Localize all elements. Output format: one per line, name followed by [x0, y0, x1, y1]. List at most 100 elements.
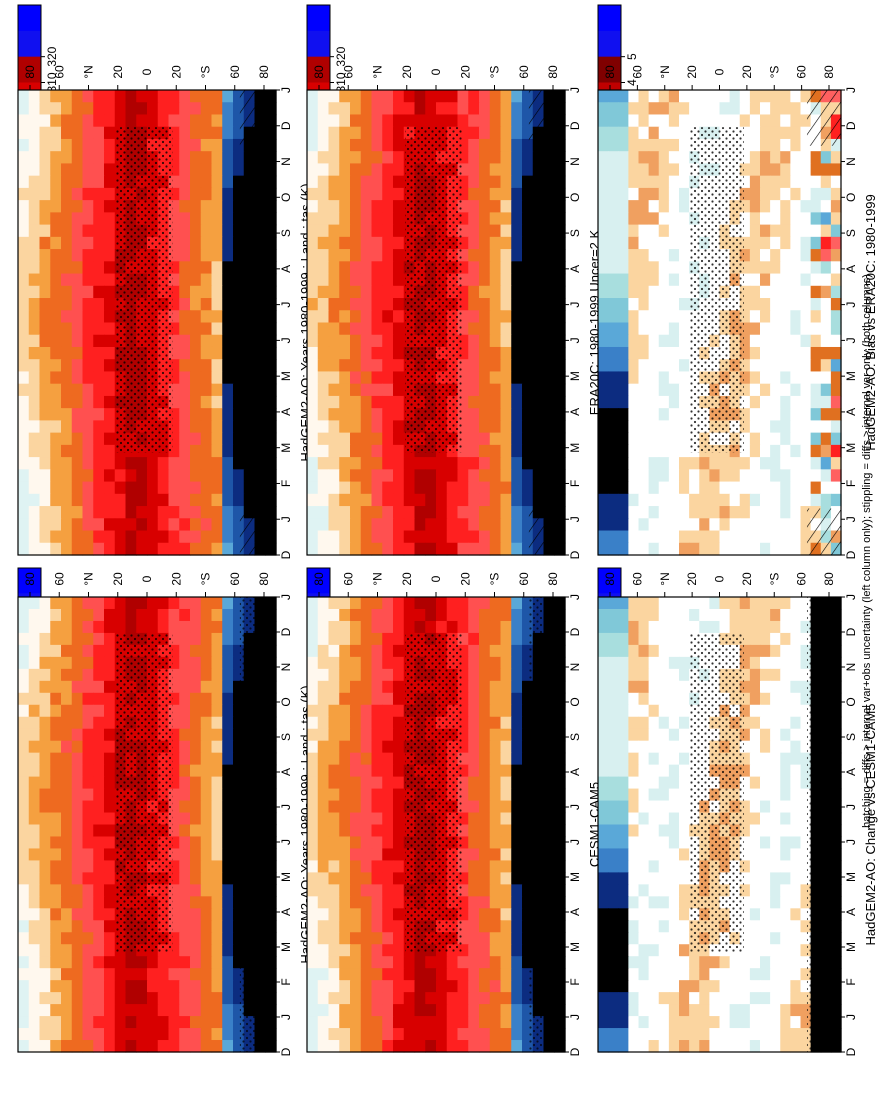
heatmap-cell	[500, 530, 512, 544]
heatmap-cell	[39, 824, 51, 838]
heatmap-cell	[39, 236, 51, 250]
heatmap-cell	[28, 716, 41, 730]
heatmap-cell	[211, 704, 223, 718]
heatmap-cell	[211, 469, 223, 483]
heatmap-cell	[104, 692, 116, 706]
heatmap-cell	[233, 200, 245, 213]
heatmap-cell	[457, 980, 469, 993]
heatmap-cell	[522, 469, 534, 483]
heatmap-cell	[468, 151, 480, 165]
heatmap-cell	[554, 322, 566, 336]
heatmap-cell	[522, 884, 534, 897]
heatmap-cell	[425, 530, 437, 544]
heatmap-cell	[50, 716, 62, 730]
heatmap-cell	[190, 788, 202, 802]
colorbar-swatch	[18, 5, 41, 32]
heatmap-cell	[790, 457, 802, 470]
heatmap-cell	[403, 620, 416, 634]
heatmap-cell	[511, 200, 523, 213]
heatmap-cell	[608, 187, 619, 201]
heatmap-cell	[436, 1040, 448, 1053]
heatmap-cell	[104, 395, 116, 409]
heatmap-cell	[317, 668, 330, 682]
heatmap-cell	[770, 126, 781, 140]
heatmap-cell	[168, 395, 180, 409]
heatmap-cell	[511, 752, 523, 766]
heatmap-cell	[93, 668, 105, 682]
heatmap-cell	[233, 175, 245, 189]
heatmap-cell	[739, 395, 751, 409]
heatmap-cell	[810, 151, 822, 165]
heatmap-cell	[679, 200, 690, 213]
heatmap-cell	[317, 597, 330, 610]
heatmap-cell	[179, 956, 191, 969]
month-tick-label: S	[844, 229, 858, 237]
heatmap-cell	[114, 457, 127, 470]
heatmap-cell	[679, 163, 690, 177]
heatmap-cell	[50, 597, 62, 610]
heatmap-cell	[800, 597, 812, 610]
heatmap-cell	[125, 608, 137, 622]
heatmap-cell	[18, 716, 30, 730]
heatmap-cell	[489, 932, 502, 945]
heatmap-cell	[770, 481, 781, 495]
month-tick-label: J	[279, 594, 293, 600]
heatmap-cell	[136, 597, 148, 610]
heatmap-cell	[749, 383, 761, 397]
heatmap-cell	[61, 668, 73, 682]
heatmap-cell	[168, 632, 180, 646]
heatmap-cell	[436, 542, 448, 556]
heatmap-cell	[350, 322, 362, 336]
heatmap-cell	[233, 1028, 245, 1041]
heatmap-cell	[28, 740, 41, 754]
heatmap-cell	[233, 444, 245, 458]
heatmap-cell	[50, 896, 62, 909]
heatmap-cell	[82, 620, 94, 634]
heatmap-cell	[328, 542, 340, 556]
heatmap-cell	[125, 1040, 137, 1053]
heatmap-cell	[739, 322, 751, 336]
heatmap-cell	[371, 126, 383, 140]
heatmap-cell	[500, 884, 512, 897]
heatmap-cell	[200, 151, 213, 165]
heatmap-cell	[233, 236, 245, 250]
heatmap-cell	[382, 1028, 394, 1041]
heatmap-cell	[190, 680, 202, 694]
heatmap-cell	[628, 469, 640, 483]
heatmap-cell	[200, 1016, 213, 1029]
heatmap-cell	[679, 383, 690, 397]
heatmap-cell	[350, 932, 362, 945]
heatmap-cell	[61, 896, 73, 909]
heatmap-cell	[689, 457, 700, 470]
heatmap-cell	[28, 860, 41, 873]
heatmap-cell	[190, 884, 202, 897]
heatmap-cell	[382, 620, 394, 634]
heatmap-cell	[830, 310, 842, 324]
heatmap-cell	[371, 608, 383, 622]
heatmap-cell	[254, 359, 266, 373]
heatmap-cell	[179, 334, 191, 348]
heatmap-cell	[307, 383, 319, 397]
heatmap-cell	[61, 764, 73, 778]
heatmap-cell	[307, 200, 319, 213]
heatmap-cell	[28, 680, 41, 694]
heatmap-cell	[328, 920, 340, 933]
heatmap-cell	[511, 408, 523, 421]
heatmap-cell	[39, 102, 51, 116]
heatmap-cell	[760, 506, 771, 519]
heatmap-cell	[648, 420, 660, 434]
heatmap-cell	[71, 680, 84, 694]
heatmap-cell	[790, 530, 802, 544]
heatmap-cell	[780, 608, 791, 622]
heatmap-cell	[61, 298, 73, 311]
heatmap-cell	[104, 836, 116, 850]
heatmap-cell	[50, 656, 62, 670]
heatmap-cell	[93, 884, 105, 897]
heatmap-cell	[50, 1040, 62, 1053]
heatmap-cell	[511, 175, 523, 189]
heatmap-cell	[125, 481, 137, 495]
heatmap-cell	[71, 728, 84, 742]
heatmap-cell	[780, 138, 791, 152]
heatmap-cell	[82, 752, 94, 766]
